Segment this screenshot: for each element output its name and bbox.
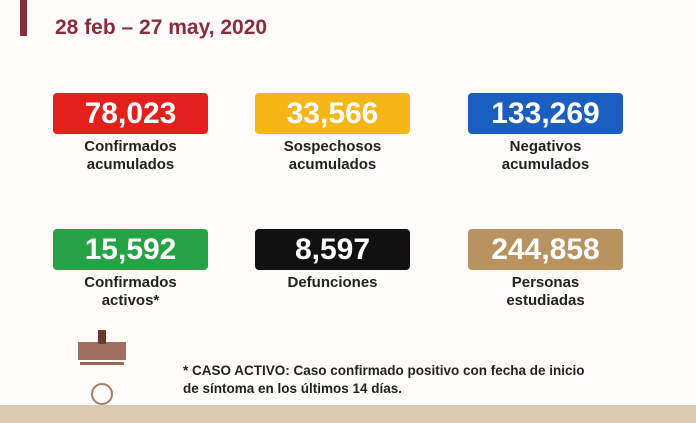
stat-label-line: Sospechosos — [283, 138, 382, 155]
stat-label-line: Confirmados — [84, 138, 177, 155]
stat-label: Confirmados activos* — [53, 274, 208, 310]
footnote-line: * CASO ACTIVO: Caso confirmado positivo … — [183, 363, 585, 378]
stat-label: Negativos acumulados — [468, 138, 623, 174]
stat-label-line: activos* — [101, 292, 160, 309]
footnote-line: de síntoma en los últimos 14 días. — [183, 381, 403, 396]
stat-label-line: Confirmados — [84, 274, 177, 291]
stat-label-line: Defunciones — [287, 274, 378, 291]
stat-value: 33,566 — [255, 93, 410, 134]
stat-label-line: estudiadas — [506, 292, 585, 309]
stat-label: Defunciones — [255, 274, 410, 292]
stat-label-line: acumulados — [86, 156, 175, 173]
logo — [78, 330, 126, 405]
date-range: 28 feb – 27 may, 2020 — [55, 16, 268, 39]
stat-value: 78,023 — [53, 93, 208, 134]
stat-label: Confirmados acumulados — [53, 138, 208, 174]
stat-value: 8,597 — [255, 229, 410, 270]
stat-label-line: acumulados — [501, 156, 590, 173]
stat-label-line: acumulados — [288, 156, 377, 173]
stat-label-line: Personas — [511, 274, 580, 291]
stat-value: 15,592 — [53, 229, 208, 270]
stat-value: 244,858 — [468, 229, 623, 270]
accent-bar — [20, 0, 27, 36]
footnote: * CASO ACTIVO: Caso confirmado positivo … — [183, 362, 585, 398]
stat-label-line: Negativos — [509, 138, 582, 155]
stat-value: 133,269 — [468, 93, 623, 134]
stat-label: Personas estudiadas — [468, 274, 623, 310]
stat-label: Sospechosos acumulados — [255, 138, 410, 174]
footer-band — [0, 405, 696, 423]
